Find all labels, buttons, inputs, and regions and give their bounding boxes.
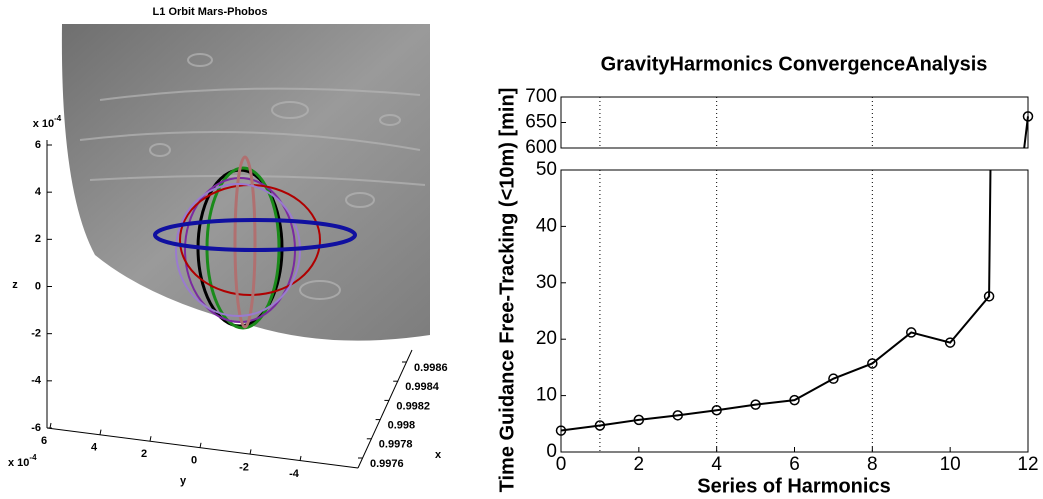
y-tick-label: -4 bbox=[289, 468, 300, 480]
x-tick-label: 10 bbox=[940, 454, 961, 475]
x-axis bbox=[357, 349, 413, 469]
y-tick bbox=[249, 449, 252, 455]
y-tick-label: 20 bbox=[536, 328, 557, 349]
x-tick-label: 0.9984 bbox=[405, 381, 440, 393]
x-tick-label: 0.9978 bbox=[379, 439, 413, 451]
x-tick-label: 0.998 bbox=[388, 420, 416, 432]
marker bbox=[906, 327, 917, 338]
x-tick-label: 0.9976 bbox=[370, 458, 404, 470]
y-tick-label: 30 bbox=[536, 272, 557, 293]
y-tick-label: 0 bbox=[546, 441, 557, 462]
y-tick bbox=[199, 442, 202, 448]
y-tick-label: -2 bbox=[239, 461, 249, 473]
y-tick-label: 600 bbox=[525, 137, 557, 158]
z-tick-label: 2 bbox=[35, 233, 41, 245]
y-tick-label: 2 bbox=[141, 448, 147, 460]
y-axis bbox=[46, 427, 359, 469]
left-axes: L1 Orbit Mars-Phobos x 10-4 x 10-4 z y x… bbox=[8, 6, 448, 487]
marker bbox=[828, 373, 839, 384]
chart-title: GravityHarmonics ConvergenceAnalysis bbox=[601, 53, 988, 75]
marker bbox=[983, 291, 995, 302]
x-tick-label: 4 bbox=[711, 454, 722, 475]
y-label: y bbox=[180, 475, 187, 487]
y-tick bbox=[149, 436, 152, 442]
y-tick-label: 6 bbox=[41, 435, 47, 447]
marker bbox=[944, 337, 956, 348]
right-axes: GravityHarmonics ConvergenceAnalysis Ser… bbox=[496, 53, 1038, 497]
series-line bbox=[1023, 116, 1029, 148]
lower-frame bbox=[560, 169, 1029, 453]
phobos-render bbox=[61, 24, 430, 341]
marker bbox=[672, 410, 683, 421]
x-label: x bbox=[435, 449, 442, 461]
marker bbox=[594, 420, 606, 431]
x-axis-label: Series of Harmonics bbox=[697, 475, 890, 497]
chart-title: L1 Orbit Mars-Phobos bbox=[153, 6, 268, 18]
marker bbox=[555, 425, 567, 436]
y-tick bbox=[49, 422, 52, 429]
z-tick-label: 6 bbox=[35, 139, 41, 151]
z-tick-label: -2 bbox=[31, 328, 41, 340]
x-tick-label: 6 bbox=[789, 454, 800, 475]
marker bbox=[633, 414, 645, 426]
z-tick-label: -4 bbox=[31, 375, 42, 387]
y-tick-label: 50 bbox=[536, 159, 557, 180]
marker bbox=[711, 405, 722, 416]
z-scale: x 10-4 bbox=[33, 114, 62, 130]
z-label: z bbox=[12, 279, 18, 291]
y-tick-label: 650 bbox=[525, 112, 557, 133]
x-tick-label: 0 bbox=[556, 454, 567, 475]
x-tick-label: 12 bbox=[1017, 454, 1038, 475]
z-tick-label: -6 bbox=[31, 422, 41, 434]
series-line bbox=[561, 170, 992, 432]
x-tick-label: 2 bbox=[634, 454, 645, 475]
y-scale: x 10-4 bbox=[8, 453, 37, 469]
y-axis-label: Time Guidance Free-Tracking (<10m) [min] bbox=[496, 88, 518, 493]
marker bbox=[1022, 111, 1034, 122]
z-tick-label: 4 bbox=[35, 186, 42, 198]
x-tick-label: 0.9986 bbox=[414, 362, 448, 374]
y-tick-label: 40 bbox=[536, 215, 557, 236]
upper-frame bbox=[560, 96, 1029, 149]
y-tick-label: 4 bbox=[91, 442, 98, 454]
y-tick bbox=[299, 455, 302, 462]
y-tick-label: 700 bbox=[525, 86, 557, 107]
y-tick-label: 0 bbox=[191, 455, 197, 467]
marker bbox=[750, 399, 761, 410]
orbits bbox=[153, 155, 357, 330]
y-tick-label: 10 bbox=[536, 385, 557, 406]
marker bbox=[867, 358, 878, 369]
x-tick-label: 8 bbox=[867, 454, 878, 475]
y-tick bbox=[99, 429, 102, 435]
marker bbox=[789, 394, 800, 406]
z-tick-label: 0 bbox=[35, 280, 41, 292]
x-tick-label: 0.9982 bbox=[396, 400, 430, 412]
